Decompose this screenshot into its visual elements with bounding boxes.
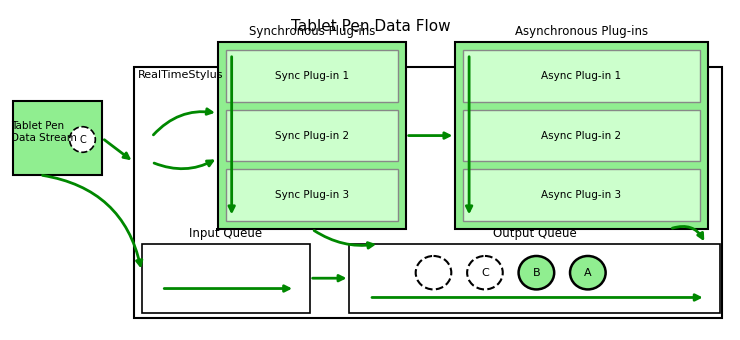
Text: Async Plug-in 3: Async Plug-in 3 [542,190,622,200]
Text: Sync Plug-in 1: Sync Plug-in 1 [275,71,349,81]
Bar [349,244,721,313]
Text: A: A [584,268,592,278]
Text: Output Queue: Output Queue [493,227,576,240]
Bar [134,67,722,318]
Text: Tablet Pen
Data Stream: Tablet Pen Data Stream [11,121,77,143]
Bar [455,42,707,229]
Text: Sync Plug-in 2: Sync Plug-in 2 [275,131,349,140]
Text: Async Plug-in 2: Async Plug-in 2 [542,131,622,140]
Bar [463,50,699,102]
Bar [141,244,310,313]
Text: Synchronous Plug-ins: Synchronous Plug-ins [249,25,375,38]
Bar [463,110,699,162]
Bar [226,110,398,162]
Text: Input Queue: Input Queue [189,227,262,240]
Ellipse shape [70,127,95,152]
Text: RealTimeStylus: RealTimeStylus [138,70,223,80]
Text: Async Plug-in 1: Async Plug-in 1 [542,71,622,81]
Bar [226,169,398,221]
Text: C: C [481,268,489,278]
Text: Sync Plug-in 3: Sync Plug-in 3 [275,190,349,200]
Ellipse shape [570,256,605,289]
Text: C: C [79,135,86,144]
Bar [218,42,406,229]
Bar [13,101,102,175]
Ellipse shape [519,256,554,289]
Text: Tablet Pen Data Flow: Tablet Pen Data Flow [292,18,451,34]
Text: B: B [533,268,540,278]
Ellipse shape [467,256,502,289]
Ellipse shape [416,256,451,289]
Bar [463,169,699,221]
Text: Asynchronous Plug-ins: Asynchronous Plug-ins [515,25,648,38]
Bar [226,50,398,102]
